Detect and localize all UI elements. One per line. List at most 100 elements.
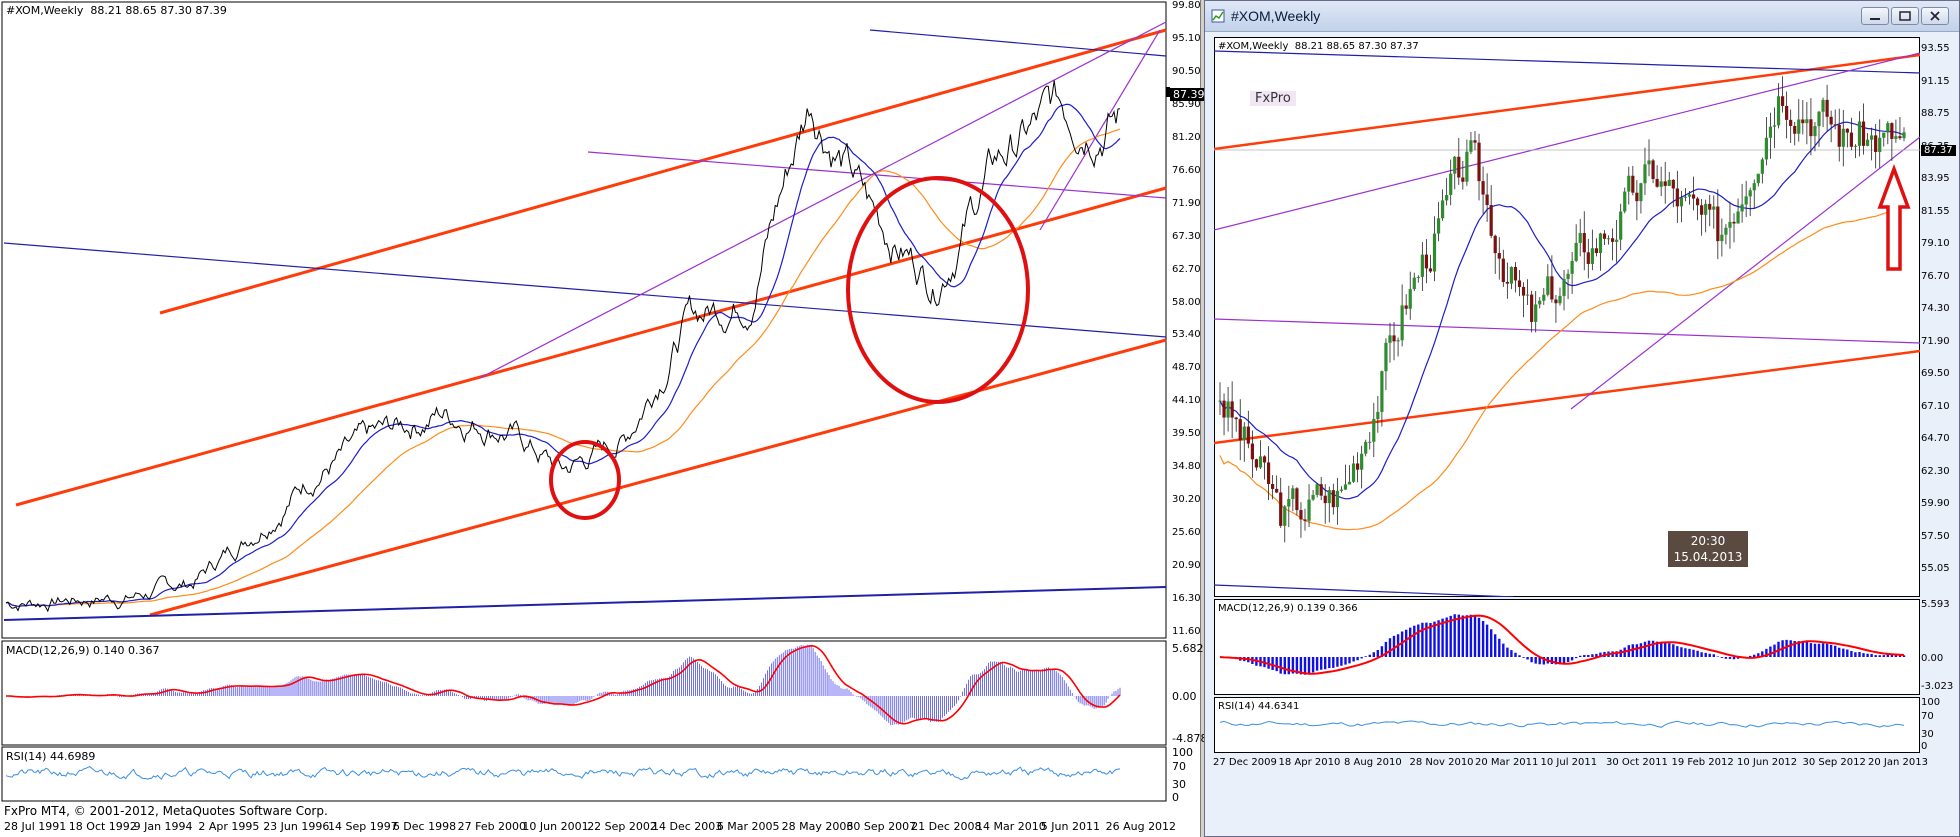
highlight-circle-large bbox=[846, 176, 1030, 404]
candle-body bbox=[1764, 137, 1768, 160]
restore-button[interactable] bbox=[1891, 7, 1919, 25]
candle-body bbox=[1631, 175, 1635, 193]
slow-moving-average-line bbox=[5, 128, 1121, 608]
candle-body bbox=[1441, 200, 1445, 219]
candle-body bbox=[1878, 137, 1882, 153]
candle-body bbox=[1449, 173, 1453, 195]
left-rsi-tick-70: 70 bbox=[1172, 760, 1186, 773]
candle-body bbox=[1271, 483, 1275, 489]
candle-body bbox=[1234, 417, 1238, 420]
left-price-tick: 67.30 bbox=[1172, 230, 1201, 242]
left-price-tick: 85.90 bbox=[1172, 98, 1201, 110]
candle-body bbox=[1291, 488, 1295, 499]
left-price-tick: 25.60 bbox=[1172, 527, 1201, 539]
candle-body bbox=[1562, 278, 1566, 296]
candle-body bbox=[1392, 335, 1396, 342]
right-macd-tick-zero: 0.00 bbox=[1921, 653, 1944, 664]
left-rsi-tick-100: 100 bbox=[1172, 746, 1193, 759]
left-date-tick: 28 May 2006 bbox=[781, 820, 854, 833]
left-price-tick: 48.70 bbox=[1172, 362, 1201, 374]
left-price-tick: 71.90 bbox=[1172, 197, 1201, 209]
right-date-tick: 20 Jan 2013 bbox=[1868, 757, 1928, 768]
candle-body bbox=[1376, 411, 1380, 420]
candle-body bbox=[1481, 181, 1485, 195]
candle-body bbox=[1238, 419, 1242, 441]
candle-body bbox=[1675, 188, 1679, 207]
candle-body bbox=[1683, 196, 1688, 198]
right-price-tick: 67.10 bbox=[1921, 400, 1950, 412]
left-macd-pane[interactable]: MACD(12,26,9) 0.140 0.367 bbox=[0, 640, 1170, 746]
right-price-pane[interactable]: #XOM,Weekly 88.21 88.65 87.30 87.37 bbox=[1214, 37, 1920, 597]
candle-body bbox=[1445, 194, 1449, 201]
candle-body bbox=[1756, 173, 1760, 184]
right-blue-bottom-trendline bbox=[1214, 584, 1515, 597]
candle-body bbox=[1250, 443, 1254, 460]
candle-body bbox=[1651, 160, 1655, 179]
candle-body bbox=[1351, 463, 1356, 482]
candle-body bbox=[1408, 289, 1412, 309]
candle-body bbox=[1400, 305, 1404, 341]
candlesticks bbox=[1218, 76, 1906, 543]
candle-body bbox=[1817, 111, 1821, 127]
candle-body bbox=[1578, 233, 1582, 243]
right-chart-window: #XOM,Weekly bbox=[1204, 0, 1960, 837]
candle-body bbox=[1857, 121, 1862, 146]
candle-body bbox=[1671, 179, 1675, 189]
candle-body bbox=[1736, 211, 1740, 224]
left-macd-label: MACD(12,26,9) 0.140 0.367 bbox=[6, 644, 160, 657]
candle-body bbox=[1258, 456, 1263, 468]
right-slow-moving-average-line bbox=[1219, 206, 1905, 531]
left-date-tick: 9 Jan 1994 bbox=[133, 820, 193, 833]
right-price-tick: 76.70 bbox=[1921, 270, 1950, 282]
left-rsi-label: RSI(14) 44.6989 bbox=[6, 750, 96, 763]
left-chart-header: #XOM,Weekly 88.21 88.65 87.30 87.39 bbox=[6, 4, 227, 17]
left-macd-tick-bottom: -4.878 bbox=[1172, 732, 1208, 745]
left-rsi-chart bbox=[1, 746, 1167, 802]
candle-body bbox=[1647, 160, 1651, 165]
left-date-tick: 28 Jul 1991 bbox=[4, 820, 67, 833]
candle-body bbox=[1432, 233, 1437, 272]
minimize-icon bbox=[1870, 18, 1880, 20]
candle-body bbox=[1740, 204, 1744, 212]
right-price-tick: 71.90 bbox=[1921, 335, 1950, 347]
right-macd-pane[interactable]: MACD(12,26,9) 0.139 0.366 bbox=[1214, 599, 1920, 695]
candle-body bbox=[1623, 191, 1627, 212]
right-macd-tick-bottom: -3.023 bbox=[1921, 681, 1954, 692]
left-date-tick: 23 Jun 1996 bbox=[263, 820, 330, 833]
right-price-tick: 83.95 bbox=[1921, 173, 1950, 184]
left-rsi-pane[interactable]: RSI(14) 44.6989 bbox=[0, 746, 1170, 802]
candle-body bbox=[1610, 238, 1615, 242]
right-rsi-tick-30: 30 bbox=[1921, 729, 1934, 740]
right-price-tick: 74.30 bbox=[1921, 303, 1950, 314]
candle-body bbox=[1752, 183, 1756, 191]
candle-body bbox=[1546, 276, 1550, 295]
left-date-tick: 18 Oct 1992 bbox=[68, 820, 137, 833]
candle-body bbox=[1222, 400, 1226, 418]
right-window-titlebar[interactable]: #XOM,Weekly bbox=[1205, 1, 1959, 32]
candle-body bbox=[1886, 123, 1890, 133]
candle-body bbox=[1550, 276, 1554, 300]
violet-rising-trendline bbox=[479, 21, 1167, 379]
left-date-tick: 30 Sep 2007 bbox=[846, 820, 917, 833]
right-rsi-pane[interactable]: RSI(14) 44.6341 bbox=[1214, 697, 1920, 753]
right-price-tick: 91.15 bbox=[1921, 75, 1950, 87]
close-button[interactable] bbox=[1921, 7, 1949, 25]
left-price-tick: 20.90 bbox=[1172, 560, 1201, 572]
price-line bbox=[5, 80, 1121, 613]
minimize-button[interactable] bbox=[1861, 7, 1889, 25]
candle-body bbox=[1720, 234, 1724, 242]
left-price-tick: 44.10 bbox=[1172, 395, 1201, 407]
left-price-tick: 95.10 bbox=[1172, 32, 1201, 44]
candle-body bbox=[1335, 490, 1339, 508]
candle-body bbox=[1744, 196, 1748, 205]
right-blue-top-trendline bbox=[1214, 50, 1920, 74]
right-price-tick: 79.10 bbox=[1921, 238, 1950, 249]
candle-body bbox=[1797, 119, 1801, 134]
left-price-pane[interactable]: #XOM,Weekly 88.21 88.65 87.30 87.39 bbox=[0, 0, 1170, 640]
candle-body bbox=[1679, 197, 1683, 207]
candle-body bbox=[1704, 203, 1708, 215]
left-price-tick: 62.70 bbox=[1172, 263, 1201, 275]
candle-body bbox=[1615, 239, 1619, 242]
left-macd-tick-zero: 0.00 bbox=[1172, 690, 1197, 703]
time-tooltip-time: 20:30 bbox=[1690, 534, 1726, 548]
